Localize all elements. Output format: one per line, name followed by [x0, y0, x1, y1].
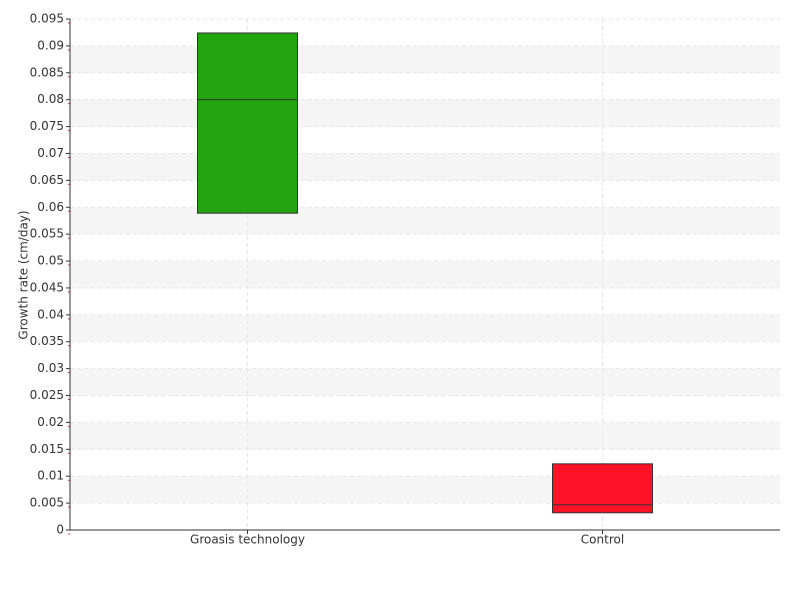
y-tick-label: 0.025	[30, 388, 64, 402]
y-tick-label: 0.095	[30, 12, 64, 26]
y-tick-label: 0.075	[30, 119, 64, 133]
grid-band	[70, 314, 780, 342]
y-tick-label: 0.04	[37, 307, 64, 321]
grid-band	[70, 153, 780, 181]
y-tick-label: 0.085	[30, 65, 64, 79]
y-tick-label: 0.09	[37, 38, 64, 52]
x-tick-label: Control	[581, 533, 624, 547]
y-tick-label: 0.03	[37, 361, 64, 375]
y-tick-label: 0.065	[30, 173, 64, 187]
box	[197, 32, 298, 214]
y-tick-label: 0.005	[30, 496, 64, 510]
y-tick-label: 0.055	[30, 227, 64, 241]
y-tick-label: 0	[56, 523, 64, 537]
grid-band	[70, 261, 780, 288]
grid-band	[70, 45, 780, 73]
y-axis-label: Growth rate (cm/day)	[17, 210, 31, 339]
y-tick-label: 0.035	[30, 334, 64, 348]
grid-band	[70, 476, 780, 504]
box	[552, 463, 653, 514]
grid-band	[70, 368, 780, 396]
y-tick-label: 0.015	[30, 442, 64, 456]
y-tick-label: 0.07	[37, 146, 64, 160]
y-tick-label: 0.01	[37, 469, 64, 483]
y-tick-label: 0.05	[37, 254, 64, 268]
y-tick-label: 0.08	[37, 92, 64, 106]
y-tick-label: 0.06	[37, 200, 64, 214]
grid-band	[70, 422, 780, 450]
grid-band	[70, 99, 780, 127]
x-tick-label: Groasis technology	[190, 533, 305, 547]
y-tick-label: 0.045	[30, 280, 64, 294]
y-tick-label: 0.02	[37, 415, 64, 429]
grid-band	[70, 207, 780, 235]
